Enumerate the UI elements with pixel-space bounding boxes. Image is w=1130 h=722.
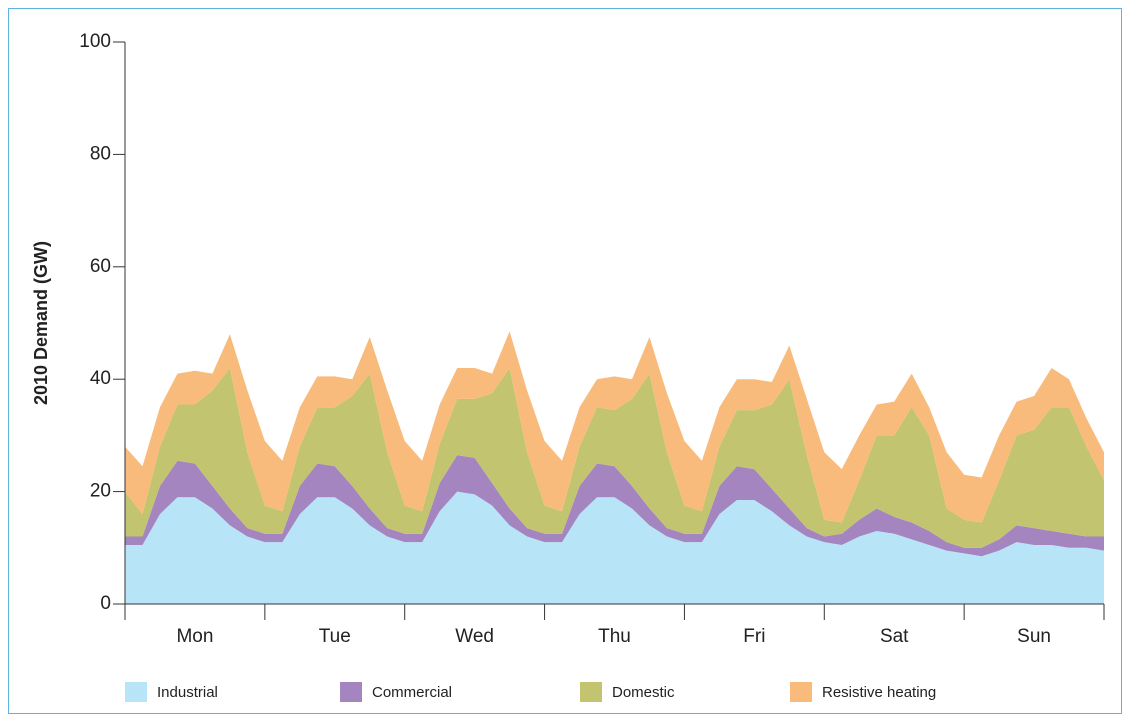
x-tick-label: Fri [743,626,765,647]
y-tick-label: 20 [90,481,111,502]
x-tick-label: Thu [598,626,631,647]
y-axis-label: 2010 Demand (GW) [31,241,51,405]
y-tick-label: 40 [90,368,111,389]
legend-swatch [790,682,812,702]
area [125,491,1104,604]
y-tick-label: 100 [79,31,111,52]
area [125,367,1104,548]
legend-swatch [125,682,147,702]
y-tick-label: 80 [90,143,111,164]
y-tick-label: 60 [90,256,111,277]
x-tick-label: Wed [455,626,494,647]
y-tick-label: 0 [100,593,111,614]
frame [8,8,1122,714]
legend-swatch [580,682,602,702]
x-tick-label: Tue [319,626,351,647]
x-tick-label: Mon [176,626,213,647]
x-tick-label: Sun [1017,626,1051,647]
legend-label: Commercial [372,684,452,701]
legend-label: Industrial [157,684,218,701]
area [125,331,1104,523]
area [125,455,1104,557]
legend-label: Domestic [612,684,675,701]
x-tick-label: Sat [880,626,909,647]
legend-swatch [340,682,362,702]
legend-label: Resistive heating [822,684,936,701]
